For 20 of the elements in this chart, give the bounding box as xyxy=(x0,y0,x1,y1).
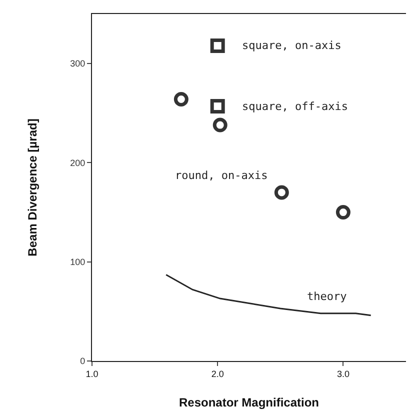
point xyxy=(210,38,225,53)
y-tick-label: 200 xyxy=(70,158,86,168)
y-axis-title: Beam Divergence [µrad] xyxy=(25,118,40,256)
y-tick-label: 0 xyxy=(80,356,86,366)
line-series xyxy=(165,274,372,316)
x-tick-label: 1.0 xyxy=(86,368,98,379)
series-label: square, on-axis xyxy=(242,39,342,52)
series-label: theory xyxy=(307,290,348,303)
point xyxy=(210,98,225,114)
series-label: square, off-axis xyxy=(242,100,348,113)
series-label: round, on-axis xyxy=(175,169,268,182)
point xyxy=(274,185,289,200)
x-tick-label: 2.0 xyxy=(211,368,224,379)
point xyxy=(212,118,228,132)
point xyxy=(174,92,188,107)
x-tick-label: 3.0 xyxy=(336,368,350,379)
y-tick-label: 300 xyxy=(70,58,86,69)
y-tick-label: 100 xyxy=(70,257,86,268)
x-axis-title: Resonator Magnification xyxy=(178,396,320,410)
point xyxy=(336,205,350,220)
